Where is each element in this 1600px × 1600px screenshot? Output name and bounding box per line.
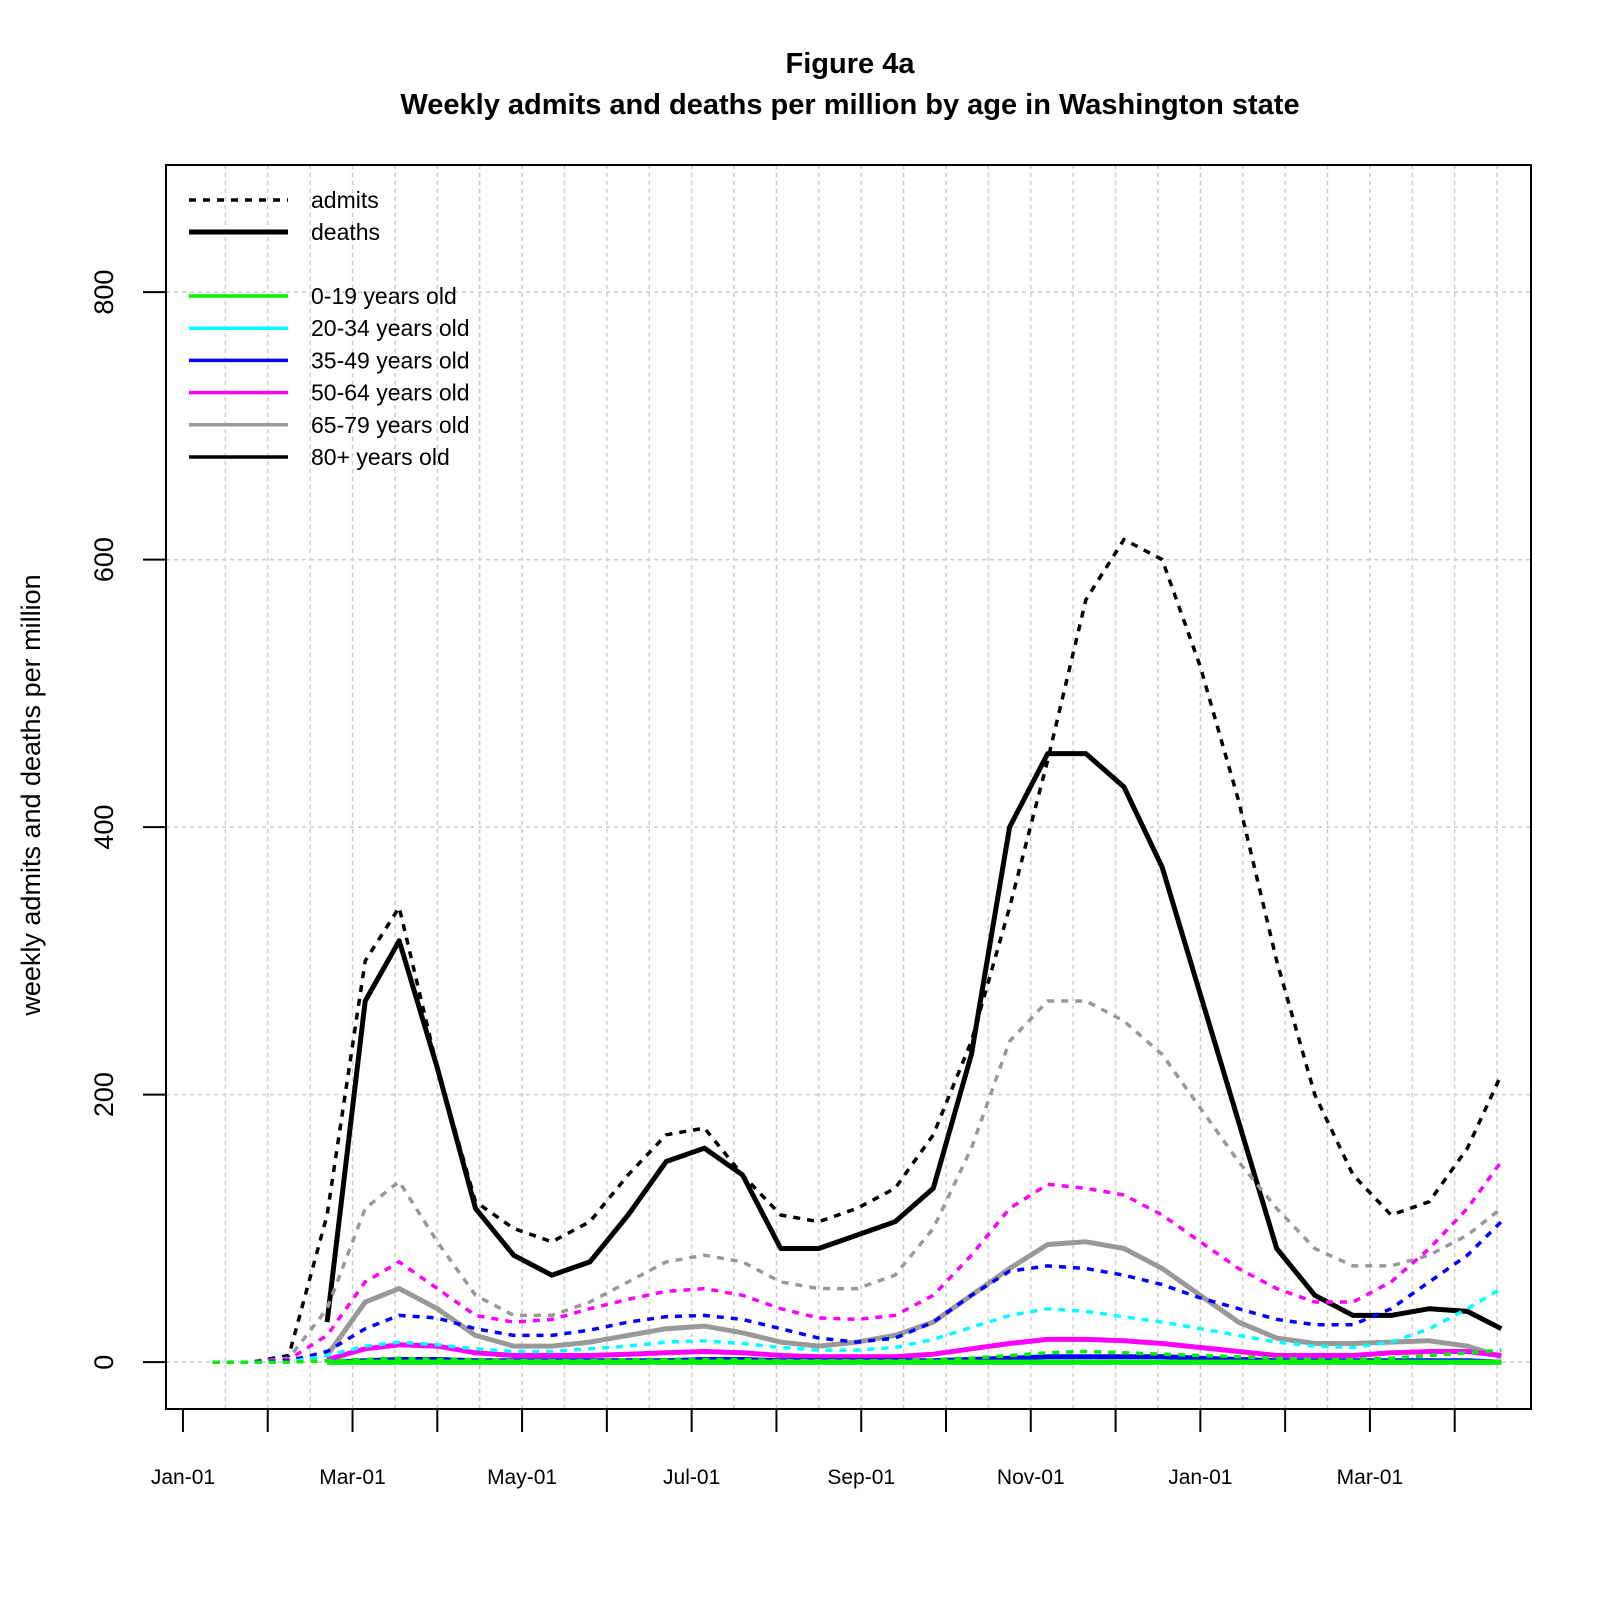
series-80-years-old-deaths [324, 751, 1503, 1331]
chart-title: Figure 4a [786, 48, 916, 80]
series-65-79-years-old-admits [212, 999, 1503, 1364]
y-tick-label: 600 [89, 537, 119, 582]
y-tick-label: 400 [89, 805, 119, 850]
series-20-34-years-old-admits [212, 1287, 1503, 1364]
legend-age-1-label: 20-34 years old [311, 315, 470, 341]
plot-series [212, 537, 1503, 1365]
series-80-years-old-admits [212, 537, 1503, 1364]
axes: Jan-01 Mar-01 May-01 Jul-01 Sep-01 Nov-01 Jan-… [89, 270, 1456, 1489]
series-50-64-years-old-deaths [326, 1336, 1502, 1362]
y-tick-label: 200 [89, 1072, 119, 1117]
x-tick-label: Nov-01 [997, 1466, 1065, 1489]
x-tick-label: Jan-01 [151, 1466, 215, 1489]
x-tick-label: May-01 [487, 1466, 557, 1489]
x-tick-label: Jul-01 [663, 1466, 720, 1489]
series-35-49-years-old-admits [212, 1220, 1503, 1364]
series-50-64-years-old-admits [212, 1160, 1503, 1364]
legend-age-2-label: 35-49 years old [311, 347, 470, 373]
x-tick-label: Sep-01 [827, 1466, 895, 1489]
x-tick-label: Jan-01 [1168, 1466, 1232, 1489]
chart-subtitle: Weekly admits and deaths per million by … [400, 89, 1299, 121]
legend-deaths-label: deaths [311, 219, 380, 245]
x-tick-label: Mar-01 [1337, 1466, 1404, 1489]
y-axis-label: weekly admits and deaths per million [16, 574, 46, 1016]
legend-admits-label: admits [311, 187, 379, 213]
plot-frame [165, 164, 1532, 1410]
legend-age-4-label: 65-79 years old [311, 412, 470, 438]
y-tick-label: 800 [89, 270, 119, 315]
legend-age-5-label: 80+ years old [311, 444, 450, 470]
legend-age-0-label: 0-19 years old [311, 283, 457, 309]
x-tick-label: Mar-01 [319, 1466, 386, 1489]
legend-age-3-label: 50-64 years old [311, 380, 470, 406]
legend: admits deaths 0-19 years old 20-34 years ol… [189, 187, 470, 470]
y-tick-label: 0 [89, 1355, 119, 1370]
